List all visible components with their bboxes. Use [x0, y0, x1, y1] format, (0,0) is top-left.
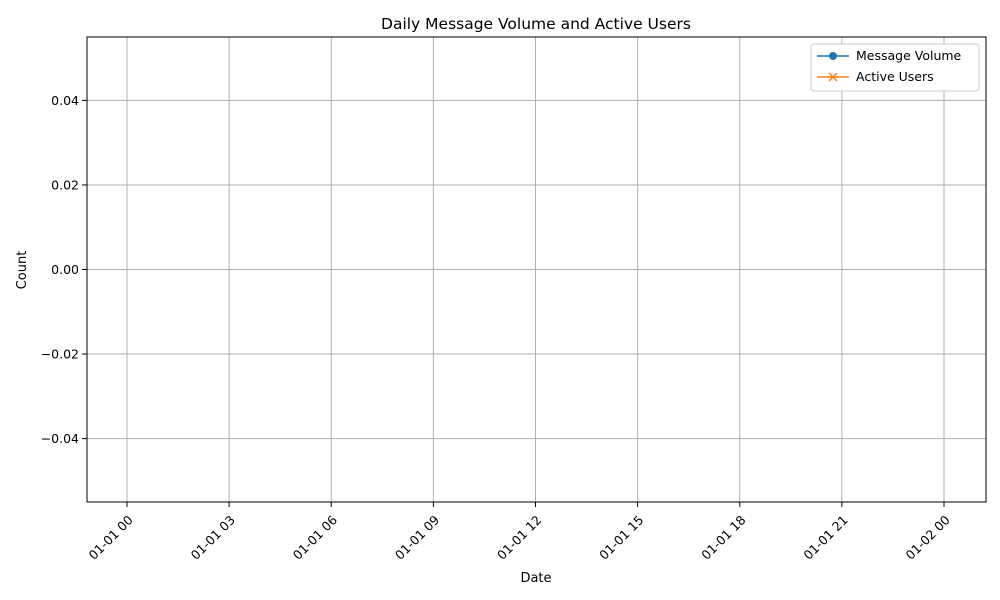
grid-lines: [87, 37, 986, 502]
y-tick-label: −0.02: [41, 347, 79, 362]
y-axis-label: Count: [15, 251, 30, 290]
legend: Message Volume Active Users: [810, 43, 980, 92]
legend-marker-x: [828, 72, 838, 82]
y-tick-label: 0.02: [51, 177, 79, 192]
chart-title: Daily Message Volume and Active Users: [381, 15, 691, 33]
x-axis-label: Date: [520, 571, 551, 586]
legend-label-message-volume: Message Volume: [856, 48, 962, 63]
legend-label-active-users: Active Users: [856, 69, 934, 84]
legend-entry-active-users: Active Users: [817, 69, 934, 84]
y-tick-label: 0.00: [51, 262, 79, 277]
y-tick-label: −0.04: [41, 431, 79, 446]
legend-box: [810, 43, 980, 92]
legend-marker-circle: [829, 52, 837, 60]
y-tick-label: 0.04: [51, 93, 79, 108]
y-axis-ticks: 0.04 0.02 0.00 −0.02 −0.04: [41, 93, 87, 446]
legend-entry-message-volume: Message Volume: [817, 48, 962, 63]
